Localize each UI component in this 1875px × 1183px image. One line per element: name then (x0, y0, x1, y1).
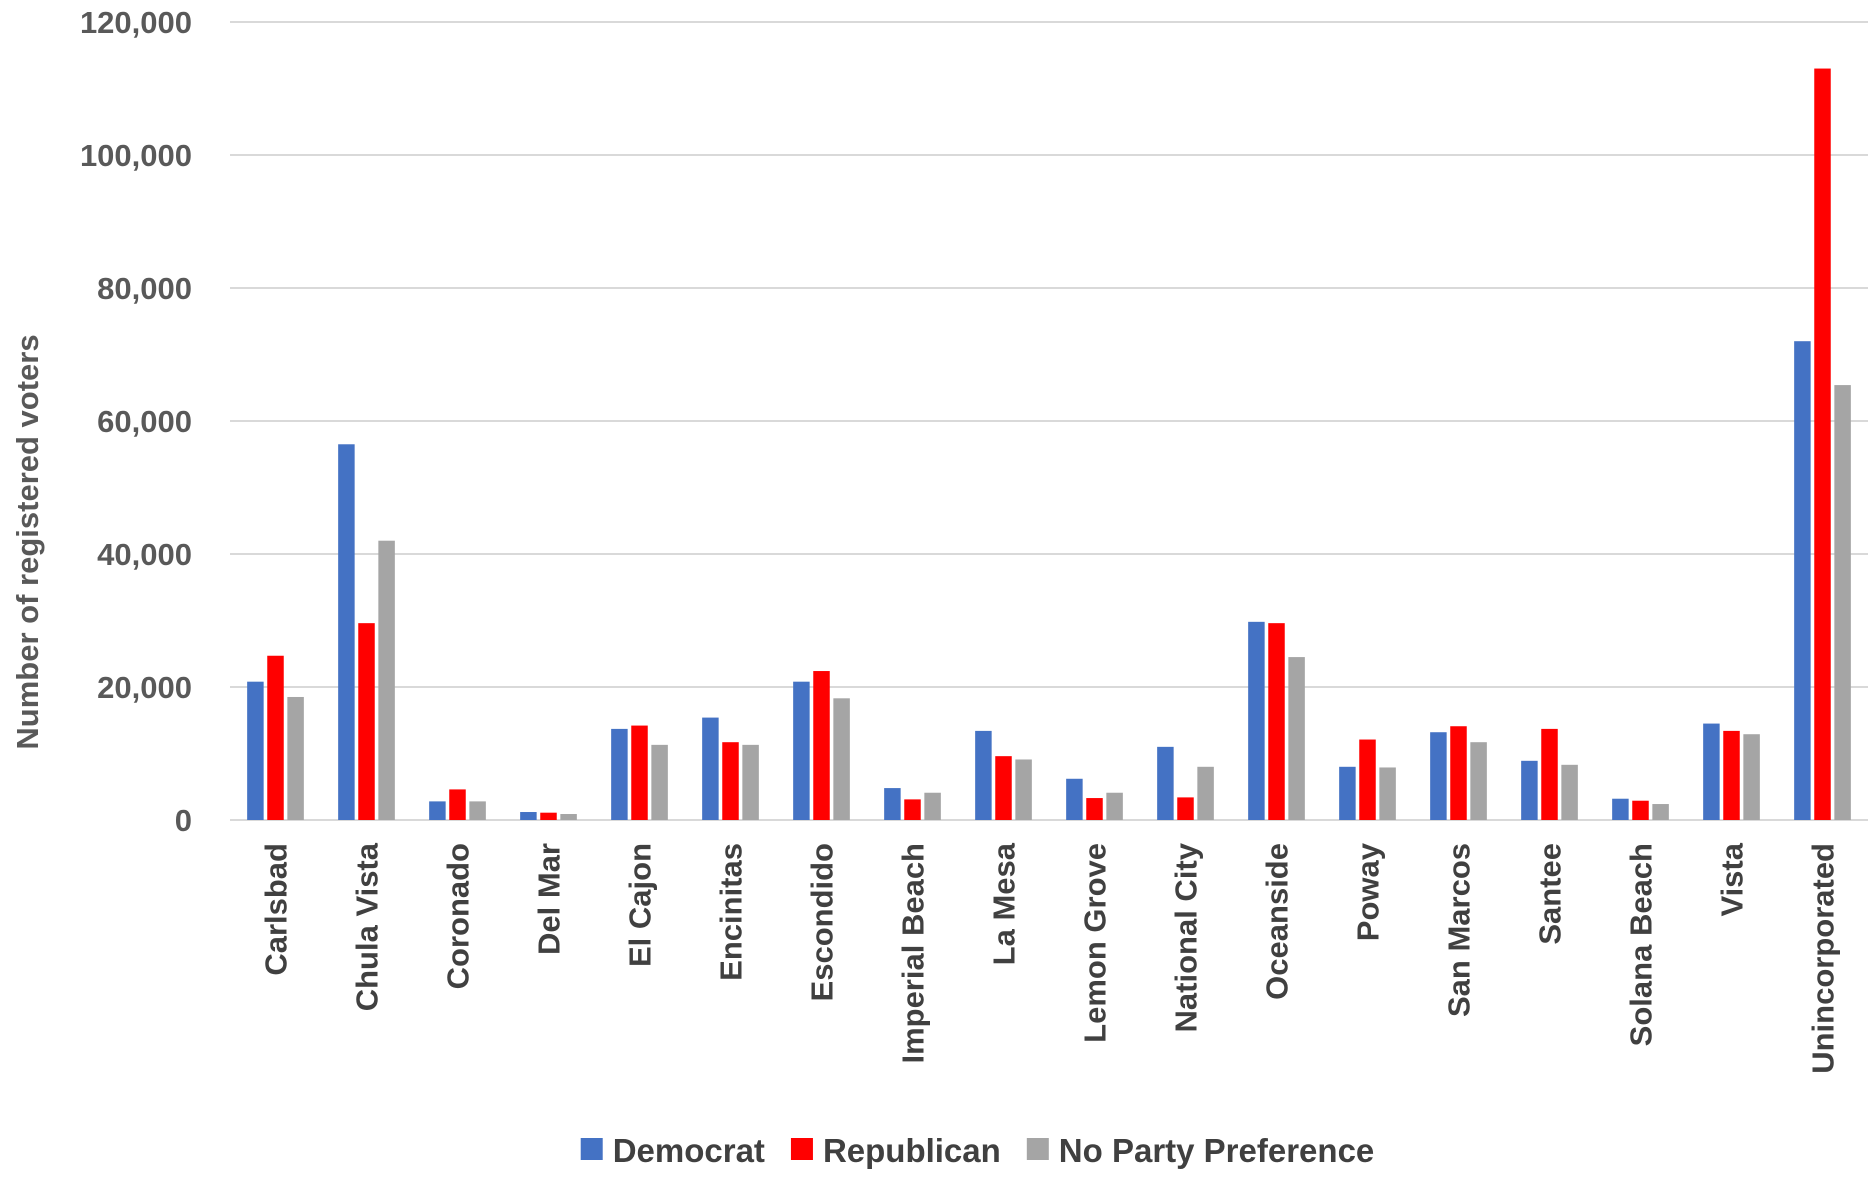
bar-no-party-preference (924, 792, 941, 820)
x-category-label: Del Mar (532, 843, 567, 955)
bar-republican (995, 756, 1012, 820)
bar-no-party-preference (1197, 766, 1214, 820)
bar-republican (1541, 728, 1558, 820)
bar-no-party-preference (651, 744, 668, 820)
y-axis-title: Number of registered voters (10, 334, 45, 749)
legend-swatch (580, 1138, 603, 1160)
bar-democrat (1248, 621, 1265, 820)
legend-label: Democrat (613, 1132, 765, 1169)
x-category-label: National City (1169, 842, 1204, 1032)
bar-republican (267, 655, 284, 820)
x-category-label: Lemon Grove (1078, 843, 1113, 1043)
bar-republican (1268, 623, 1285, 820)
legend-label: Republican (823, 1132, 1001, 1169)
y-tick-label: 120,000 (80, 5, 192, 40)
bar-no-party-preference (1561, 764, 1578, 820)
x-category-label: El Cajon (623, 843, 658, 967)
bar-democrat (1339, 766, 1356, 820)
legend-swatch (790, 1138, 813, 1160)
x-category-label: Chula Vista (350, 842, 385, 1011)
bar-republican (904, 799, 921, 820)
bar-no-party-preference (1288, 657, 1305, 820)
bar-republican (1632, 800, 1649, 820)
bar-no-party-preference (287, 696, 304, 820)
y-tick-label: 80,000 (97, 271, 192, 306)
bar-republican (1814, 68, 1831, 821)
bar-democrat (520, 812, 537, 820)
bar-republican (449, 789, 466, 820)
bar-democrat (247, 681, 264, 820)
bar-democrat (1794, 341, 1811, 820)
x-category-label: Santee (1533, 843, 1568, 945)
bar-democrat (1703, 723, 1720, 820)
x-category-label: Oceanside (1260, 843, 1295, 1000)
bar-republican (1359, 739, 1376, 820)
legend-item: Democrat (580, 1132, 765, 1169)
bars (247, 68, 1851, 821)
x-category-label: La Mesa (987, 842, 1022, 965)
x-category-label: Poway (1351, 842, 1386, 941)
bar-democrat (1157, 746, 1174, 820)
gridlines (230, 21, 1868, 821)
bar-democrat (702, 717, 719, 820)
y-tick-label: 40,000 (97, 537, 192, 572)
bar-republican (1086, 798, 1103, 820)
bar-republican (813, 671, 830, 820)
bar-no-party-preference (1470, 742, 1487, 820)
x-category-label: Imperial Beach (896, 843, 931, 1064)
bar-no-party-preference (742, 744, 759, 820)
bar-no-party-preference (1743, 734, 1760, 820)
x-category-label: Vista (1715, 842, 1750, 916)
legend-item: Republican (790, 1132, 1001, 1169)
legend-label: No Party Preference (1059, 1132, 1374, 1169)
bar-democrat (1612, 798, 1629, 820)
legend-swatch (1026, 1138, 1049, 1160)
bar-democrat (884, 788, 901, 820)
y-tick-label: 100,000 (80, 138, 192, 173)
x-category-label: San Marcos (1442, 843, 1477, 1017)
bar-no-party-preference (1379, 767, 1396, 820)
bar-no-party-preference (1106, 792, 1123, 820)
x-axis-categories: Carlsbad Chula Vista Coronado Del Mar El Caj… (259, 842, 1841, 1074)
bar-republican (1723, 730, 1740, 820)
y-tick-label: 0 (175, 803, 192, 838)
x-category-label: Carlsbad (259, 843, 294, 976)
bar-democrat (611, 728, 628, 820)
bar-republican (1177, 797, 1194, 820)
bar-no-party-preference (469, 801, 486, 820)
y-axis-ticks: 0 20,000 40,000 60,000 80,000 100,000 120,000 (80, 5, 192, 838)
legend: Democrat Republican No Party Preference (580, 1132, 1374, 1169)
bar-democrat (1521, 760, 1538, 820)
x-category-label: Coronado (441, 843, 476, 989)
x-category-label: Unincorporated (1806, 843, 1841, 1074)
y-tick-label: 60,000 (97, 404, 192, 439)
bar-republican (540, 812, 557, 820)
bar-democrat (1430, 732, 1447, 820)
bar-no-party-preference (378, 540, 395, 820)
bar-democrat (1066, 778, 1083, 820)
bar-republican (722, 742, 739, 820)
bar-no-party-preference (1015, 759, 1032, 820)
bar-republican (1450, 726, 1467, 820)
y-tick-label: 20,000 (97, 670, 192, 705)
bar-republican (358, 623, 375, 820)
legend-item: No Party Preference (1026, 1132, 1374, 1169)
bar-republican (631, 725, 648, 820)
x-category-label: Solana Beach (1624, 843, 1659, 1046)
bar-no-party-preference (560, 814, 577, 820)
bar-democrat (429, 801, 446, 820)
bar-no-party-preference (833, 698, 850, 820)
bar-no-party-preference (1834, 385, 1851, 820)
bar-democrat (793, 681, 810, 820)
x-category-label: Escondido (805, 843, 840, 1001)
bar-democrat (975, 730, 992, 820)
x-category-label: Encinitas (714, 843, 749, 981)
bar-democrat (338, 444, 355, 820)
bar-no-party-preference (1652, 804, 1669, 820)
